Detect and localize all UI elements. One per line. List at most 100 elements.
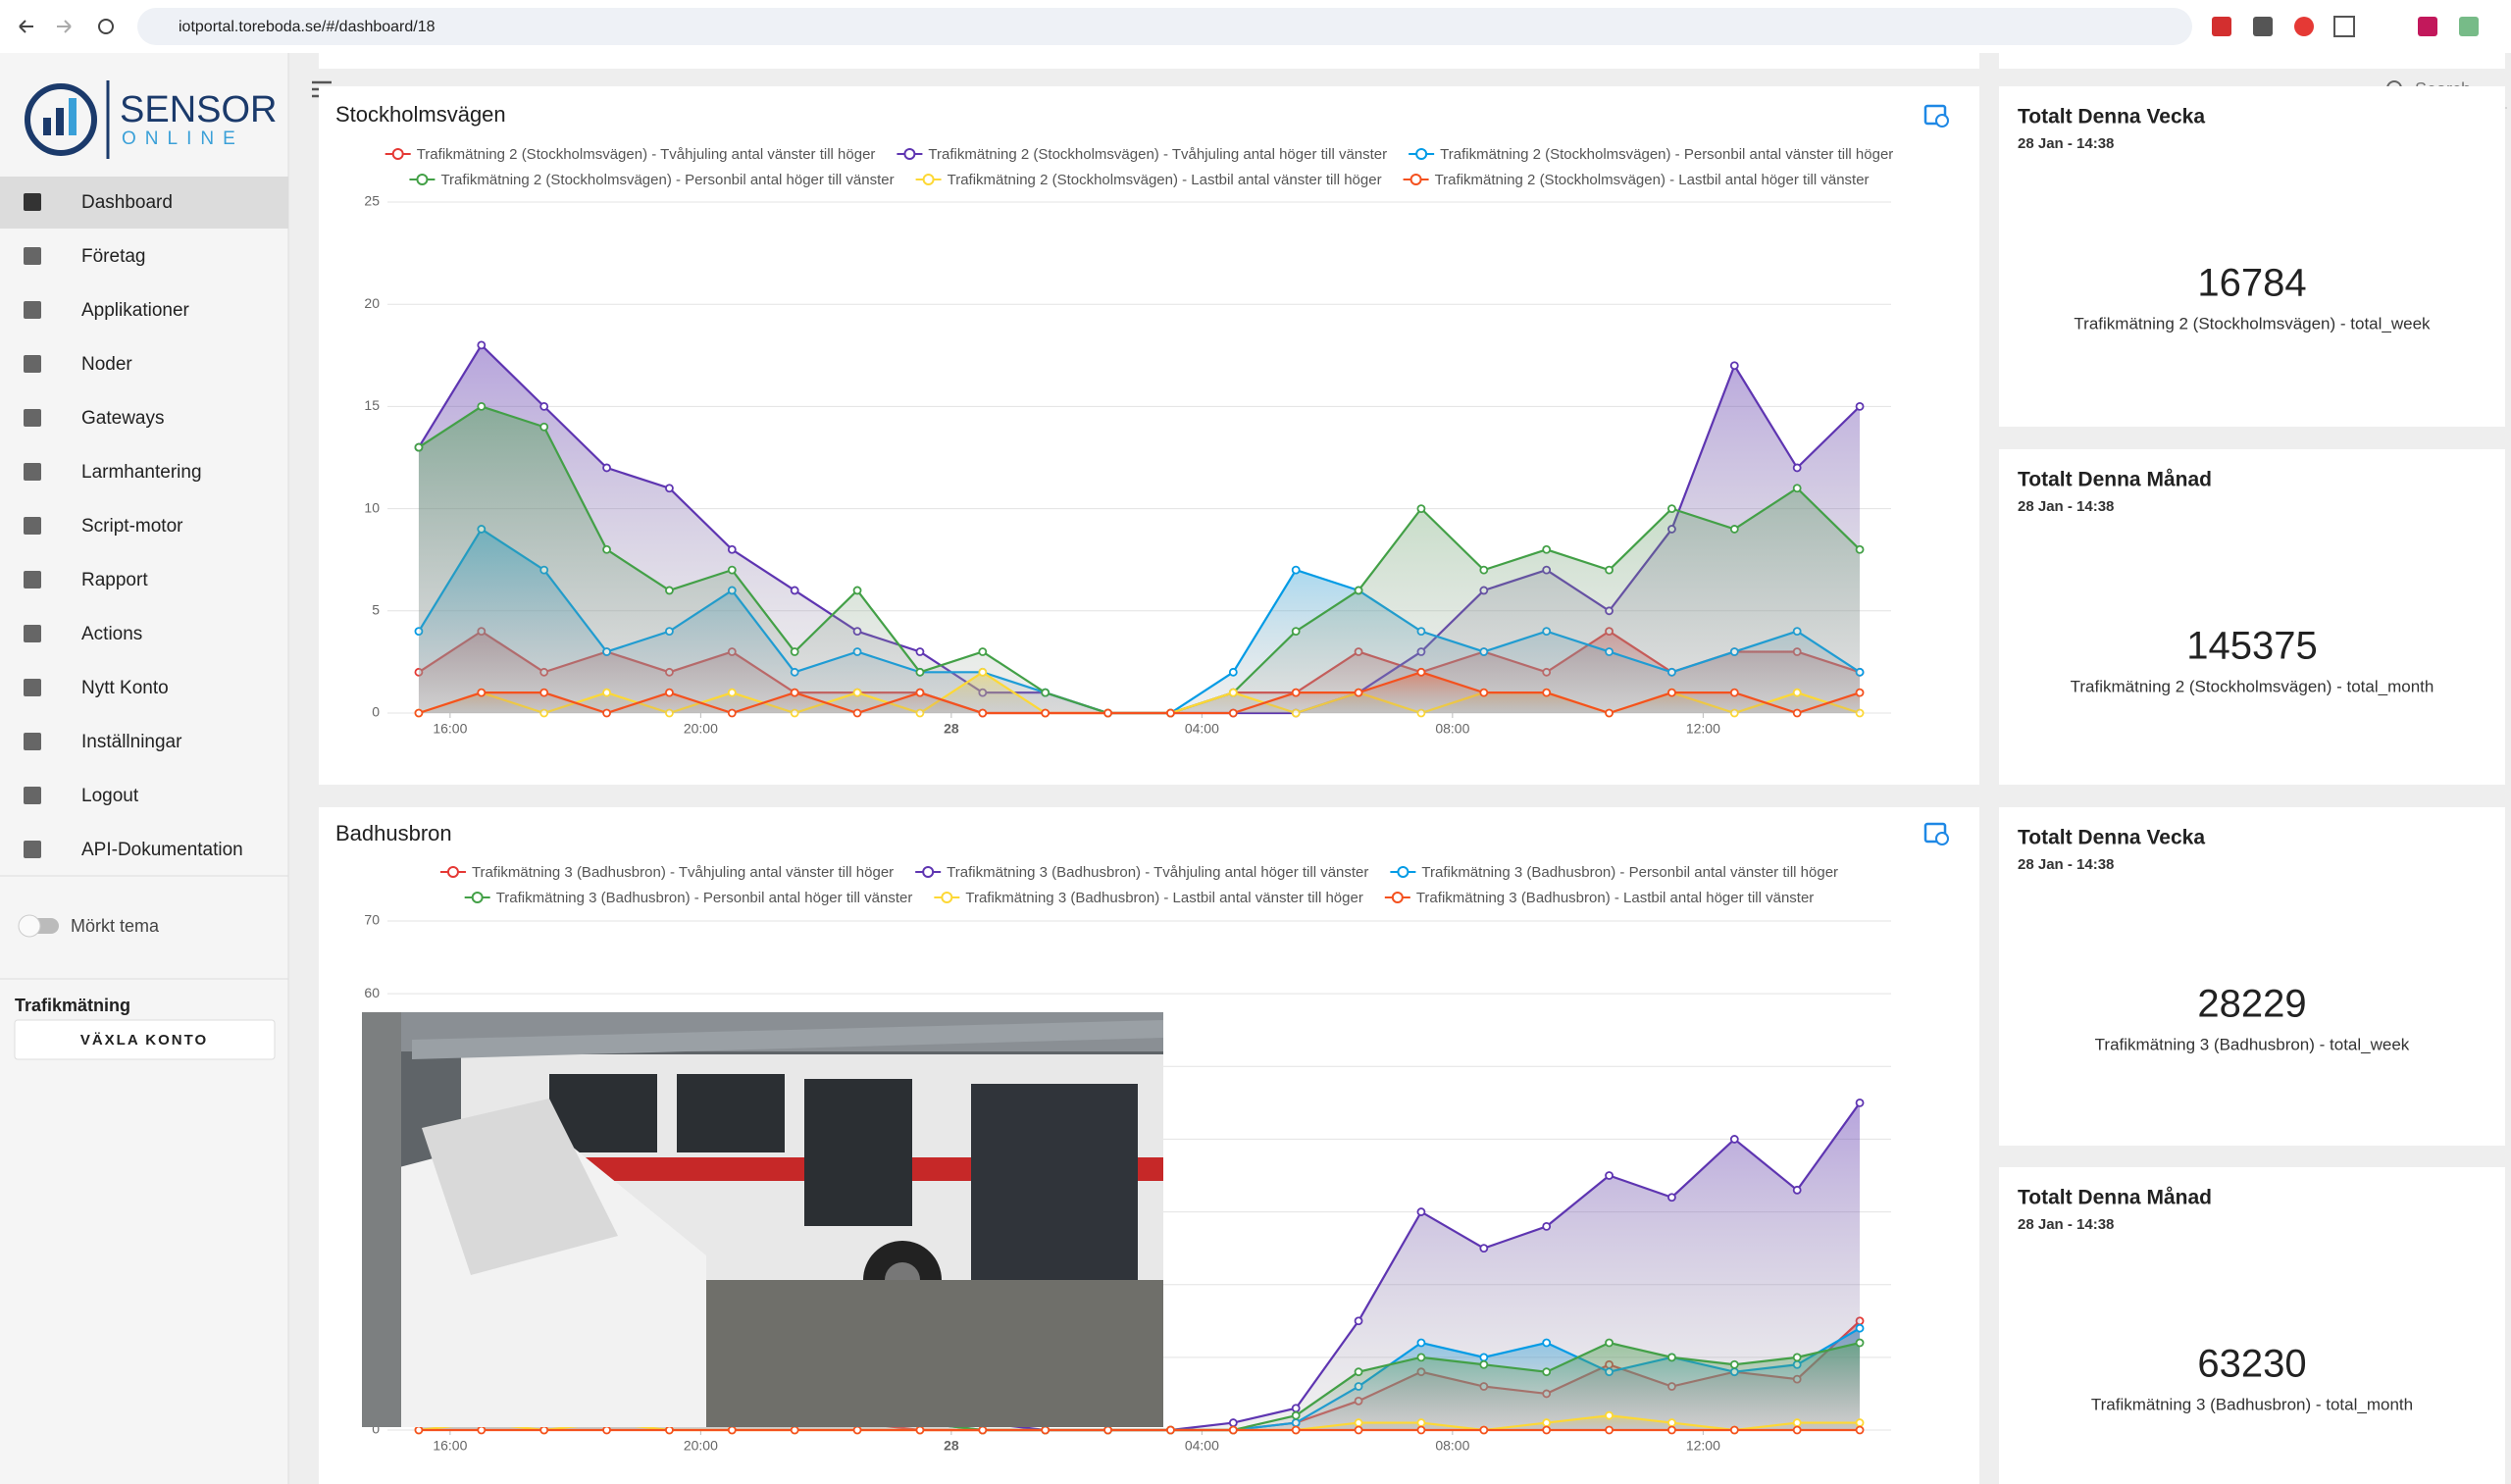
- legend-item[interactable]: Trafikmätning 2 (Stockholmsvägen) - Tvåh…: [897, 146, 1387, 163]
- stat-label: Trafikmätning 2 (Stockholmsvägen) - tota…: [2074, 314, 2431, 333]
- legend-label: Trafikmätning 2 (Stockholmsvägen) - Pers…: [440, 172, 894, 188]
- legend-item[interactable]: Trafikmätning 2 (Stockholmsvägen) - Last…: [1403, 172, 1870, 188]
- menu-icon: [24, 517, 41, 535]
- legend-item[interactable]: Trafikmätning 2 (Stockholmsvägen) - Tvåh…: [384, 146, 876, 163]
- data-point: [1667, 1418, 1676, 1427]
- legend-item[interactable]: Trafikmätning 3 (Badhusbron) - Personbil…: [1390, 864, 1838, 881]
- calendar-icon[interactable]: [1923, 822, 1949, 845]
- stat-label: Trafikmätning 3 (Badhusbron) - total_wee…: [2095, 1035, 2410, 1053]
- data-point: [1855, 1418, 1865, 1427]
- menu-item[interactable]: Dashboard: [81, 192, 173, 213]
- stat-card: [1999, 807, 2505, 1146]
- data-point: [1667, 688, 1676, 697]
- data-point: [1479, 1359, 1489, 1369]
- legend-swatch: [391, 148, 404, 160]
- data-point: [727, 1425, 737, 1435]
- menu-item[interactable]: Gateways: [81, 408, 164, 429]
- extension-icon[interactable]: [2459, 17, 2479, 36]
- menu-item[interactable]: Noder: [81, 354, 132, 375]
- logo-mark: [43, 118, 51, 135]
- data-point: [1228, 708, 1238, 718]
- data-point: [790, 1425, 799, 1435]
- calendar-icon[interactable]: [1923, 104, 1949, 128]
- menu-item[interactable]: Rapport: [81, 570, 148, 590]
- data-point: [1542, 1367, 1552, 1377]
- chart-title: Badhusbron: [335, 821, 452, 845]
- back-button[interactable]: [19, 20, 33, 33]
- y-tick-label: 70: [364, 912, 380, 928]
- legend-item[interactable]: Trafikmätning 2 (Stockholmsvägen) - Pers…: [1409, 146, 1893, 163]
- legend-label: Trafikmätning 3 (Badhusbron) - Personbil…: [496, 890, 913, 906]
- menu-item[interactable]: Actions: [81, 624, 142, 644]
- data-point: [414, 442, 424, 452]
- data-point: [1855, 1338, 1865, 1348]
- data-point: [1792, 1353, 1802, 1362]
- menu-item[interactable]: Applikationer: [81, 300, 190, 321]
- legend-item[interactable]: Trafikmätning 3 (Badhusbron) - Tvåhjulin…: [915, 864, 1368, 881]
- data-point: [414, 708, 424, 718]
- data-point: [539, 422, 549, 432]
- extension-icon[interactable]: [2418, 17, 2437, 36]
- extension-icon[interactable]: [2212, 17, 2231, 36]
- legend-item[interactable]: Trafikmätning 2 (Stockholmsvägen) - Pers…: [409, 172, 895, 188]
- theme-toggle-knob[interactable]: [18, 914, 41, 938]
- data-point: [1729, 688, 1739, 697]
- legend-swatch: [1415, 148, 1428, 160]
- legend-item[interactable]: Trafikmätning 3 (Badhusbron) - Lastbil a…: [934, 890, 1363, 906]
- forward-button[interactable]: [57, 20, 72, 33]
- stat-label: Trafikmätning 3 (Badhusbron) - total_mon…: [2091, 1395, 2413, 1413]
- data-point: [1855, 688, 1865, 697]
- photo: [362, 1012, 1163, 1427]
- menu-item[interactable]: Inställningar: [81, 732, 182, 752]
- data-point: [915, 688, 925, 697]
- menu-item[interactable]: Nytt Konto: [81, 678, 169, 698]
- legend-item[interactable]: Trafikmätning 2 (Stockholmsvägen) - Last…: [915, 172, 1382, 188]
- data-point: [1729, 361, 1739, 371]
- data-point: [539, 688, 549, 697]
- x-tick-label: 28: [944, 721, 959, 737]
- data-point: [602, 1425, 611, 1435]
- menu-item[interactable]: Företag: [81, 246, 145, 267]
- stat-title: Totalt Denna Månad: [2018, 1187, 2212, 1209]
- switch-button-label[interactable]: VÄXLA KONTO: [80, 1032, 208, 1049]
- menu-item[interactable]: Script-motor: [81, 516, 183, 537]
- logo-text: SENSOR: [120, 89, 277, 130]
- legend-item[interactable]: Trafikmätning 3 (Badhusbron) - Lastbil a…: [1384, 890, 1814, 906]
- series-area: [418, 406, 1861, 713]
- chart-title: Stockholmsvägen: [335, 102, 506, 127]
- extension-icon[interactable]: [2294, 17, 2314, 36]
- menu-item[interactable]: Logout: [81, 786, 139, 806]
- data-point: [477, 1425, 487, 1435]
- address-bar[interactable]: [137, 8, 2192, 45]
- logo-mark: [69, 98, 77, 135]
- data-point: [727, 544, 737, 554]
- extension-icon[interactable]: [2253, 17, 2273, 36]
- reload-button[interactable]: [98, 19, 114, 34]
- legend-item[interactable]: Trafikmätning 3 (Badhusbron) - Tvåhjulin…: [439, 864, 894, 881]
- data-point: [477, 340, 487, 350]
- data-point: [1605, 708, 1614, 718]
- menu: Dashboard Företag Applikationer Noder Gatewa…: [24, 192, 243, 860]
- legend-item[interactable]: Trafikmätning 3 (Badhusbron) - Personbil…: [464, 890, 913, 906]
- menu-active: [0, 177, 288, 229]
- data-point: [915, 647, 925, 656]
- extension-icon[interactable]: [2333, 16, 2355, 37]
- data-point: [727, 708, 737, 718]
- data-point: [1605, 1410, 1614, 1420]
- menu-item[interactable]: API-Dokumentation: [81, 840, 243, 860]
- menu-icon: [24, 193, 41, 211]
- stat-card: [1999, 449, 2505, 785]
- data-point: [1605, 1338, 1614, 1348]
- menu-item[interactable]: Larmhantering: [81, 462, 202, 483]
- data-point: [665, 688, 674, 697]
- legend-swatch: [941, 892, 953, 903]
- legend-swatch: [922, 174, 935, 185]
- data-point: [477, 401, 487, 411]
- legend-swatch: [1397, 866, 1409, 878]
- y-tick-label: 0: [372, 704, 380, 720]
- data-point: [1416, 667, 1426, 677]
- data-point: [1792, 708, 1802, 718]
- x-tick-label: 16:00: [433, 1438, 467, 1454]
- switch-button[interactable]: [14, 1019, 276, 1060]
